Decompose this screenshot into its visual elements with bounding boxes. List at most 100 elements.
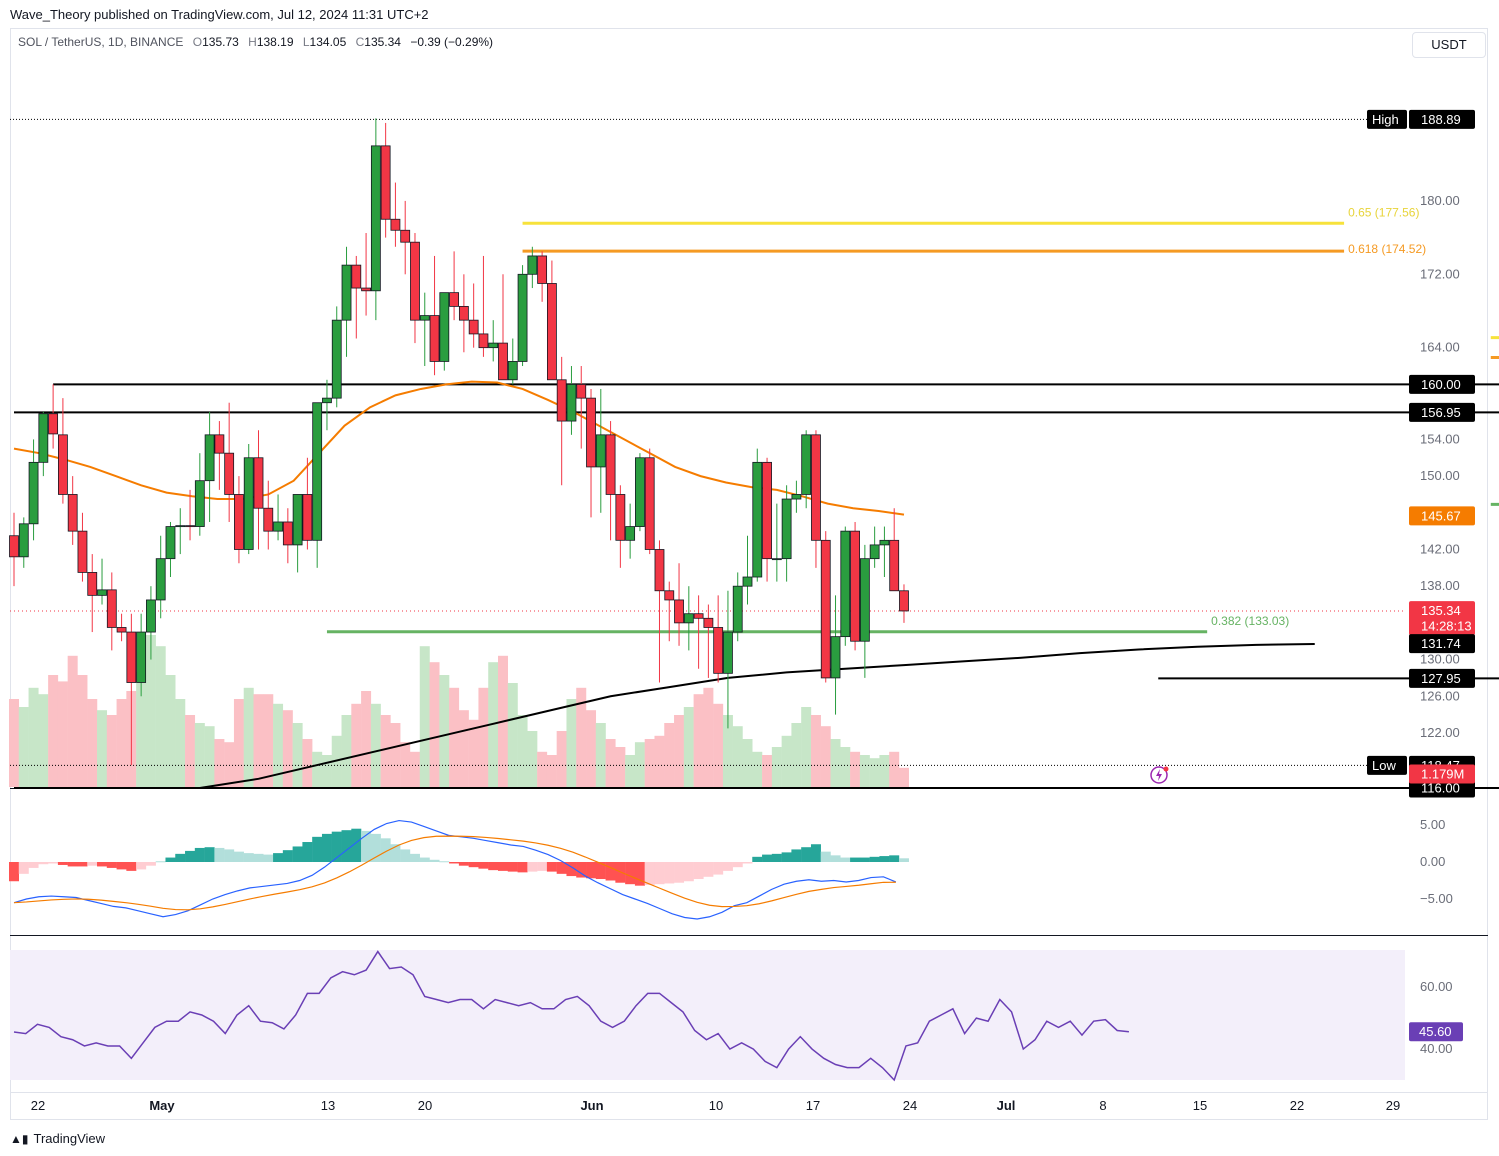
volume-bar xyxy=(458,710,469,787)
candle-body xyxy=(840,530,851,638)
rsi-line xyxy=(13,950,1129,1082)
candle-body xyxy=(106,589,117,628)
candle-body xyxy=(67,494,78,532)
volume-bar xyxy=(840,747,851,787)
volume-bar xyxy=(87,699,98,787)
low-label: L xyxy=(302,35,310,49)
macd-histogram-bar xyxy=(194,847,205,862)
candle-body xyxy=(126,631,137,683)
candle-body xyxy=(899,590,909,612)
macd-histogram-bar xyxy=(830,855,841,862)
volume-bar xyxy=(185,715,196,787)
candle-body xyxy=(879,539,890,546)
volume-bar xyxy=(204,726,215,787)
macd-histogram-bar xyxy=(683,862,694,882)
volume-bar xyxy=(537,751,548,787)
volume-bar xyxy=(57,681,68,787)
macd-histogram-bar xyxy=(664,862,675,884)
candle-body xyxy=(468,319,479,335)
volume-bar xyxy=(145,635,156,787)
candle-body xyxy=(361,287,371,292)
candle-body xyxy=(771,558,782,561)
volume-bar xyxy=(263,694,274,787)
time-axis-tick: 24 xyxy=(903,1098,917,1113)
macd-histogram-bar xyxy=(869,856,880,862)
macd-histogram-bar xyxy=(370,833,381,862)
price-label: 135.34 xyxy=(1421,603,1461,618)
macd-histogram-bar xyxy=(28,862,39,868)
macd-histogram-bar xyxy=(498,862,508,871)
fib-level-label: 0.382 (133.03) xyxy=(1211,614,1289,628)
change-value: −0.39 (−0.29%) xyxy=(410,35,494,49)
macd-histogram-bar xyxy=(312,836,323,862)
macd-histogram-bar xyxy=(165,857,176,862)
candle-body xyxy=(889,539,900,592)
tradingview-footer[interactable]: ▲▮ TradingView xyxy=(10,1131,105,1146)
macd-histogram-bar xyxy=(752,856,763,862)
macd-histogram-bar xyxy=(762,854,773,862)
macd-histogram-bar xyxy=(224,849,235,862)
macd-histogram-bar xyxy=(889,855,900,862)
time-axis-tick: 29 xyxy=(1386,1098,1400,1113)
volume-bar xyxy=(693,694,704,787)
time-axis-tick: 17 xyxy=(806,1098,820,1113)
macd-histogram-bar xyxy=(380,838,391,862)
volume-bar xyxy=(654,735,665,787)
candle-body xyxy=(28,461,39,525)
candle-body xyxy=(850,530,860,642)
volume-bar xyxy=(850,751,861,787)
macd-line xyxy=(13,819,897,920)
tradingview-logo-icon: ▲▮ xyxy=(10,1131,29,1146)
volume-bar xyxy=(898,767,909,787)
volume-bar xyxy=(664,723,675,787)
fib-level-label: 0.618 (174.52) xyxy=(1348,242,1426,256)
time-axis-tick: May xyxy=(149,1098,175,1113)
candle-body xyxy=(48,413,59,435)
time-axis-tick: 20 xyxy=(418,1098,432,1113)
candle-body xyxy=(547,283,557,381)
candle-body xyxy=(175,525,186,528)
macd-histogram-bar xyxy=(18,862,29,874)
candle-body xyxy=(527,255,538,275)
candle-body xyxy=(155,558,166,601)
candle-body xyxy=(537,255,548,284)
volume-bar xyxy=(830,739,841,787)
symbol-legend[interactable]: SOL / TetherUS, 1D, BINANCE O135.73 H138… xyxy=(18,35,493,49)
candle-body xyxy=(556,379,567,422)
volume-bar xyxy=(546,755,557,787)
symbol-name[interactable]: SOL / TetherUS, 1D, BINANCE xyxy=(18,35,184,49)
candle-body xyxy=(605,434,616,495)
macd-histogram-bar xyxy=(263,854,274,862)
close-value: 135.34 xyxy=(364,35,401,49)
currency-selector[interactable]: USDT xyxy=(1412,32,1486,58)
volume-bar xyxy=(38,694,49,787)
high-value: 138.19 xyxy=(256,35,294,49)
candle-body xyxy=(458,305,469,321)
candle-body xyxy=(273,521,283,532)
macd-histogram-bar xyxy=(106,862,117,868)
volume-bar xyxy=(116,699,127,787)
price-axis-tick: 164.00 xyxy=(1420,340,1460,355)
volume-bar xyxy=(703,687,714,787)
volume-bar xyxy=(361,691,372,787)
candle-body xyxy=(116,627,127,633)
candle-body xyxy=(723,631,733,674)
candle-body xyxy=(351,264,362,289)
price-axis-tick: 172.00 xyxy=(1420,266,1460,281)
macd-histogram-bar xyxy=(449,862,460,864)
candle-body xyxy=(224,452,235,495)
volume-bar xyxy=(165,675,176,787)
candle-body xyxy=(322,397,332,404)
candle-body xyxy=(488,342,499,349)
volume-bar xyxy=(273,703,284,787)
macd-histogram-bar xyxy=(302,842,313,862)
macd-histogram-bar xyxy=(331,831,342,862)
volume-bar xyxy=(292,723,303,787)
price-label: 131.74 xyxy=(1421,636,1461,651)
price-axis-tick: 150.00 xyxy=(1420,468,1460,483)
candle-body xyxy=(625,526,636,541)
macd-histogram-bar xyxy=(390,844,401,862)
candle-body xyxy=(97,589,107,596)
candle-body xyxy=(595,434,606,468)
